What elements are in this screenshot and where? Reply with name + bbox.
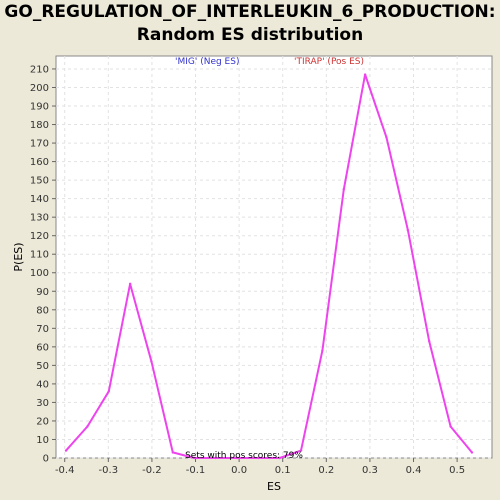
x-tick-label: 0.2 bbox=[318, 465, 334, 476]
data-point bbox=[214, 456, 217, 460]
y-tick-label: 210 bbox=[30, 64, 49, 75]
data-point bbox=[449, 425, 452, 428]
x-tick-label: 0.4 bbox=[406, 465, 422, 476]
y-tick-label: 80 bbox=[36, 305, 49, 316]
x-tick-label: -0.2 bbox=[142, 465, 162, 476]
x-tick-label: 0.0 bbox=[231, 465, 247, 476]
plot-area bbox=[55, 55, 493, 459]
y-tick-label: 110 bbox=[30, 250, 49, 261]
series-line bbox=[65, 73, 473, 459]
y-tick-label: 100 bbox=[30, 268, 49, 279]
data-point bbox=[299, 449, 303, 452]
y-tick-label: 0 bbox=[43, 454, 49, 465]
y-axis-label: P(ES) bbox=[12, 242, 25, 271]
y-tick-label: 180 bbox=[30, 120, 49, 131]
data-point bbox=[171, 451, 175, 454]
pos-scores-annotation: Sets with pos scores: 79% bbox=[185, 451, 303, 461]
y-tick-label: 20 bbox=[36, 416, 49, 427]
x-axis-label: ES bbox=[267, 480, 281, 493]
axes: 0 10 20 30 40 50 60 70 80 90 100 110 120 130 140 150 160… bbox=[30, 64, 465, 476]
x-tick-label: 0.1 bbox=[275, 465, 291, 476]
data-point bbox=[235, 456, 239, 460]
y-tick-label: 90 bbox=[36, 287, 49, 298]
y-tick-label: 40 bbox=[36, 379, 49, 390]
y-tick-label: 130 bbox=[30, 213, 49, 224]
y-tick-label: 70 bbox=[36, 324, 49, 335]
legend-entry-pos-es: 'TIRAP' (Pos ES) bbox=[294, 57, 364, 67]
data-point bbox=[342, 188, 345, 191]
x-tick-label: -0.1 bbox=[186, 465, 206, 476]
data-point bbox=[150, 360, 153, 363]
data-point bbox=[470, 451, 474, 454]
x-tick-label: -0.3 bbox=[99, 465, 119, 476]
data-point bbox=[321, 349, 324, 352]
data-point bbox=[86, 425, 89, 428]
series-layer bbox=[64, 73, 474, 460]
legend-entry-neg-es: 'MIG' (Neg ES) bbox=[175, 57, 239, 67]
y-tick-label: 190 bbox=[30, 102, 49, 113]
data-point bbox=[363, 73, 367, 76]
y-tick-label: 60 bbox=[36, 342, 49, 353]
data-point bbox=[385, 136, 388, 139]
data-point bbox=[193, 456, 196, 460]
x-tick-label: -0.4 bbox=[55, 465, 75, 476]
y-tick-label: 150 bbox=[30, 176, 49, 187]
grid-lines bbox=[56, 56, 492, 459]
chart-title: GO_REGULATION_OF_INTERLEUKIN_6_PRODUCTIO… bbox=[4, 2, 496, 22]
x-tick-label: 0.5 bbox=[449, 465, 465, 476]
x-tick-label: 0.3 bbox=[362, 465, 378, 476]
data-point bbox=[64, 449, 68, 452]
y-tick-label: 50 bbox=[36, 361, 49, 372]
y-tick-label: 10 bbox=[36, 435, 49, 446]
data-point bbox=[278, 456, 281, 460]
data-point bbox=[257, 456, 260, 460]
data-point bbox=[406, 228, 410, 232]
chart-subtitle: Random ES distribution bbox=[136, 25, 364, 45]
y-tick-label: 30 bbox=[36, 398, 49, 409]
data-point bbox=[428, 340, 431, 343]
y-tick-label: 140 bbox=[30, 194, 49, 205]
data-point bbox=[128, 282, 132, 286]
y-tick-label: 120 bbox=[30, 231, 49, 242]
y-tick-label: 200 bbox=[30, 83, 49, 94]
data-point bbox=[107, 390, 110, 393]
y-tick-label: 170 bbox=[30, 139, 49, 150]
y-tick-label: 160 bbox=[30, 157, 49, 168]
